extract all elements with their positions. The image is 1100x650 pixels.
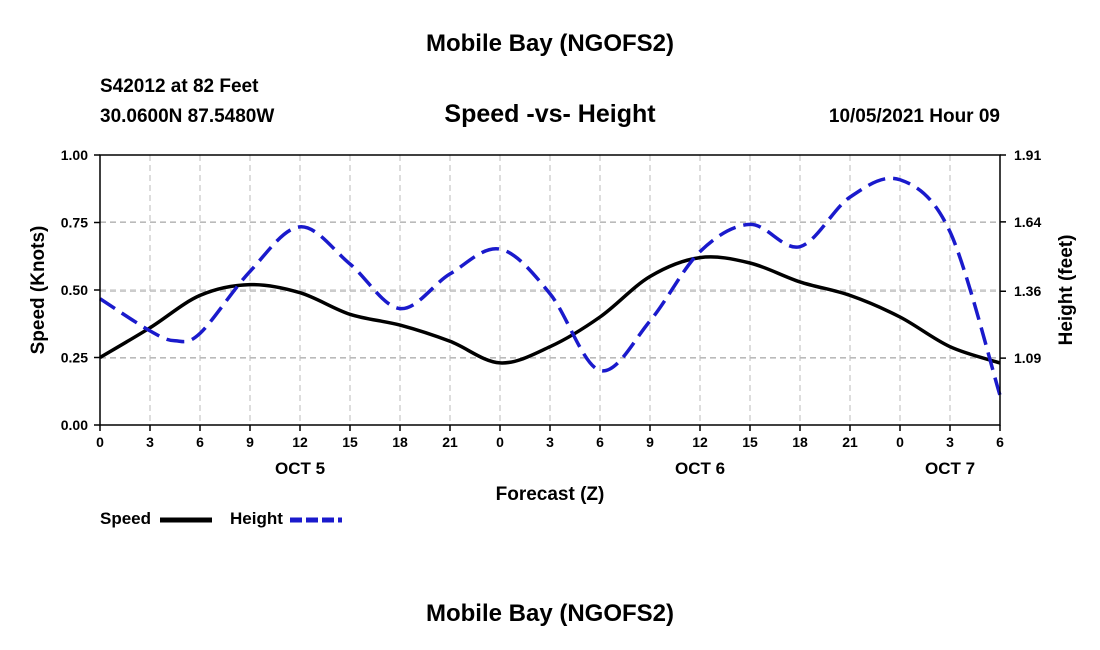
series-line-speed	[99, 255, 1001, 365]
y-tick-label: 0.50	[61, 282, 88, 298]
legend-speed-label: Speed	[100, 509, 152, 528]
x-tick-label: 9	[246, 434, 254, 450]
day-label: OCT 7	[925, 459, 975, 478]
x-tick-label: 15	[342, 434, 358, 450]
x-tick-label: 9	[646, 434, 654, 450]
y2-tick-label: 1.91	[1014, 147, 1041, 163]
y-tick-label: 0.25	[61, 350, 88, 366]
chart-title: Speed -vs- Height	[444, 100, 656, 128]
y2-tick-label: 1.36	[1014, 283, 1041, 299]
x-tick-label: 6	[596, 434, 604, 450]
x-tick-label: 21	[842, 434, 858, 450]
x-tick-label: 15	[742, 434, 758, 450]
x-tick-label: 3	[546, 434, 554, 450]
y-tick-label: 0.75	[61, 215, 88, 231]
axis-ticks: 0 3 6 9 12 15 18 21 0 3 6 9 12 15 18 21 0 3 6 OCT 5 OCT 6 OCT…	[61, 147, 1042, 478]
x-tick-label: 3	[946, 434, 954, 450]
grid-lines	[100, 155, 1000, 425]
y2-tick-label: 1.09	[1014, 350, 1041, 366]
y-axis-title: Speed (Knots)	[28, 226, 49, 355]
coordinates-label: 30.0600N 87.5480W	[100, 106, 275, 127]
day-label: OCT 6	[675, 459, 725, 478]
timestamp-label: 10/05/2021 Hour 09	[828, 106, 1000, 127]
legend-height-label: Height	[230, 509, 283, 528]
x-tick-label: 21	[442, 434, 458, 450]
y2-axis-title: Height (feet)	[1056, 235, 1077, 346]
x-tick-label: 18	[792, 434, 808, 450]
y-tick-label: 1.00	[61, 147, 88, 163]
x-tick-label: 0	[96, 434, 104, 450]
x-tick-label: 12	[692, 434, 708, 450]
x-tick-label: 0	[896, 434, 904, 450]
x-tick-label: 18	[392, 434, 408, 450]
y2-tick-label: 1.64	[1014, 214, 1041, 230]
series-line-height	[99, 176, 1002, 396]
x-tick-label: 6	[196, 434, 204, 450]
y-tick-label: 0.00	[61, 417, 88, 433]
day-label: OCT 5	[275, 459, 325, 478]
x-tick-label: 12	[292, 434, 308, 450]
x-tick-label: 6	[996, 434, 1004, 450]
series-lines	[99, 176, 1002, 396]
x-tick-label: 0	[496, 434, 504, 450]
x-axis-title: Forecast (Z)	[496, 484, 605, 505]
page-title: Mobile Bay (NGOFS2)	[425, 30, 675, 57]
footer-title: Mobile Bay (NGOFS2)	[425, 600, 675, 627]
station-label: S42012 at 82 Feet	[100, 76, 259, 97]
x-tick-label: 3	[146, 434, 154, 450]
